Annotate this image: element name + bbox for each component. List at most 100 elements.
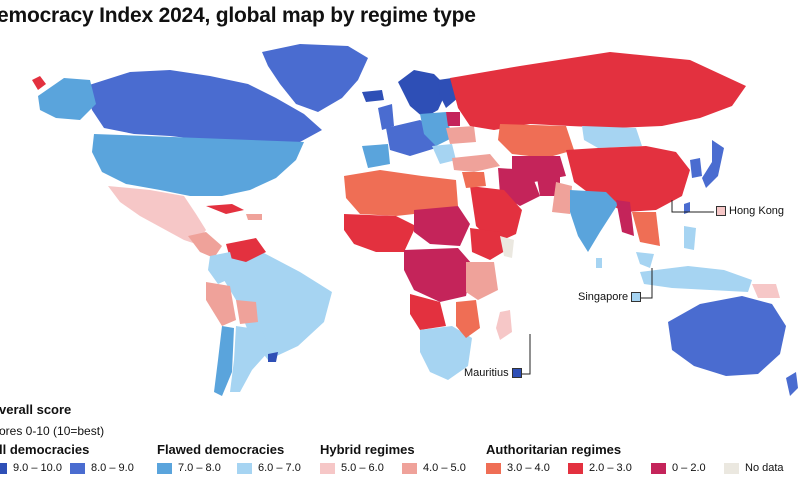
region-india: [570, 190, 618, 252]
singapore-swatch: [631, 292, 642, 302]
legend-item-6-7: 6.0 – 7.0: [237, 462, 301, 474]
region-scandinavia: [398, 70, 448, 118]
region-philippines: [684, 226, 696, 250]
region-ukraine: [446, 126, 476, 144]
region-north-africa: [344, 170, 458, 216]
region-central-america: [188, 232, 222, 258]
region-myanmar: [616, 200, 634, 236]
region-mexico: [108, 186, 206, 244]
region-malaysia: [636, 252, 654, 268]
legend-range: 0 – 2.0: [672, 462, 706, 474]
region-eastern-europe: [420, 112, 452, 146]
legend-range: 8.0 – 9.0: [91, 462, 134, 474]
legend-chip: [157, 462, 172, 474]
region-mongolia: [582, 126, 642, 148]
legend-subheading: ores 0-10 (10=best): [0, 424, 105, 438]
region-uk: [378, 104, 394, 130]
legend-chip: [568, 462, 583, 474]
legend-group-full: ll democracies: [0, 442, 90, 457]
legend-item-7-8: 7.0 – 8.0: [157, 462, 221, 474]
region-mozambique: [456, 300, 480, 338]
legend-range: 4.0 – 5.0: [423, 462, 466, 474]
region-madagascar: [496, 310, 512, 340]
region-new-zealand: [786, 372, 798, 396]
region-sahel: [414, 206, 470, 246]
legend-chip: [70, 462, 85, 474]
legend-group-hybrid: Hybrid regimes: [320, 442, 415, 457]
region-indonesia: [640, 266, 752, 292]
legend-chip: [651, 462, 666, 474]
legend-chip: [486, 462, 501, 474]
region-japan: [702, 140, 724, 188]
legend-group-authoritarian: Authoritarian regimes: [486, 442, 622, 457]
region-argentina: [230, 326, 270, 392]
hong-kong-swatch: [716, 206, 726, 216]
singapore-leader: [636, 268, 653, 299]
world-map: [32, 44, 798, 396]
region-iceland: [362, 90, 384, 102]
region-alaska: [38, 78, 96, 120]
legend-item-5-6: 5.0 – 6.0: [320, 462, 384, 474]
legend-range: 6.0 – 7.0: [258, 462, 301, 474]
legend-range: 5.0 – 6.0: [341, 462, 384, 474]
map-title: emocracy Index 2024, global map by regim…: [0, 4, 476, 27]
hong-kong-leader: [671, 200, 714, 213]
legend-item-8-9: 8.0 – 9.0: [70, 462, 134, 474]
region-chile: [214, 326, 234, 396]
region-afghanistan: [536, 172, 560, 196]
region-greenland: [262, 44, 368, 112]
region-uruguay: [268, 352, 278, 362]
region-kazakhstan: [498, 124, 574, 158]
legend-chip: [724, 462, 739, 474]
region-korea: [690, 158, 702, 178]
mauritius-label: Mauritius: [464, 367, 509, 379]
region-central-africa: [404, 248, 472, 302]
legend-item-no-data: No data: [724, 462, 784, 474]
region-balkans: [432, 144, 456, 164]
region-sri-lanka: [596, 258, 602, 268]
region-taiwan: [684, 202, 690, 214]
legend-range: 2.0 – 3.0: [589, 462, 632, 474]
region-angola: [410, 294, 446, 330]
legend-group-flawed: Flawed democracies: [157, 442, 285, 457]
region-canada: [86, 70, 322, 146]
region-horn-nodata: [500, 236, 514, 258]
region-caribbean-2: [246, 214, 262, 220]
region-levant: [462, 172, 486, 188]
region-thailand-region: [632, 212, 660, 246]
region-pakistan: [552, 182, 572, 214]
region-russia: [450, 52, 746, 130]
region-small-northwest: [32, 76, 46, 90]
region-iberia: [362, 144, 390, 168]
region-colombia: [208, 252, 236, 284]
legend-range: 3.0 – 4.0: [507, 462, 550, 474]
region-usa: [92, 134, 304, 196]
region-bolivia: [236, 300, 258, 324]
legend-heading: verall score: [0, 402, 72, 417]
region-belarus: [446, 112, 460, 126]
region-venezuela: [226, 238, 266, 262]
region-east-africa: [466, 262, 498, 300]
legend-chip: [402, 462, 417, 474]
legend-chip: [0, 462, 7, 474]
region-turkey: [452, 154, 500, 172]
region-peru: [206, 282, 236, 326]
mauritius-callout: Mauritius: [464, 367, 522, 379]
legend-chip: [320, 462, 335, 474]
singapore-callout: Singapore: [578, 291, 642, 303]
region-australia: [668, 296, 786, 376]
legend-item-0-2: 0 – 2.0: [651, 462, 706, 474]
region-arabia: [470, 186, 522, 244]
legend-item-2-3: 2.0 – 3.0: [568, 462, 632, 474]
mauritius-leader: [520, 334, 531, 375]
region-southern-africa: [420, 326, 472, 380]
hong-kong-callout: Hong Kong: [716, 205, 784, 217]
legend-chip: [237, 462, 252, 474]
singapore-label: Singapore: [578, 291, 629, 303]
mauritius-swatch: [511, 368, 522, 378]
region-png: [752, 284, 780, 298]
region-west-africa: [344, 214, 416, 252]
legend-range: 7.0 – 8.0: [178, 462, 221, 474]
legend-item-3-4: 3.0 – 4.0: [486, 462, 550, 474]
legend-range: No data: [745, 462, 784, 474]
